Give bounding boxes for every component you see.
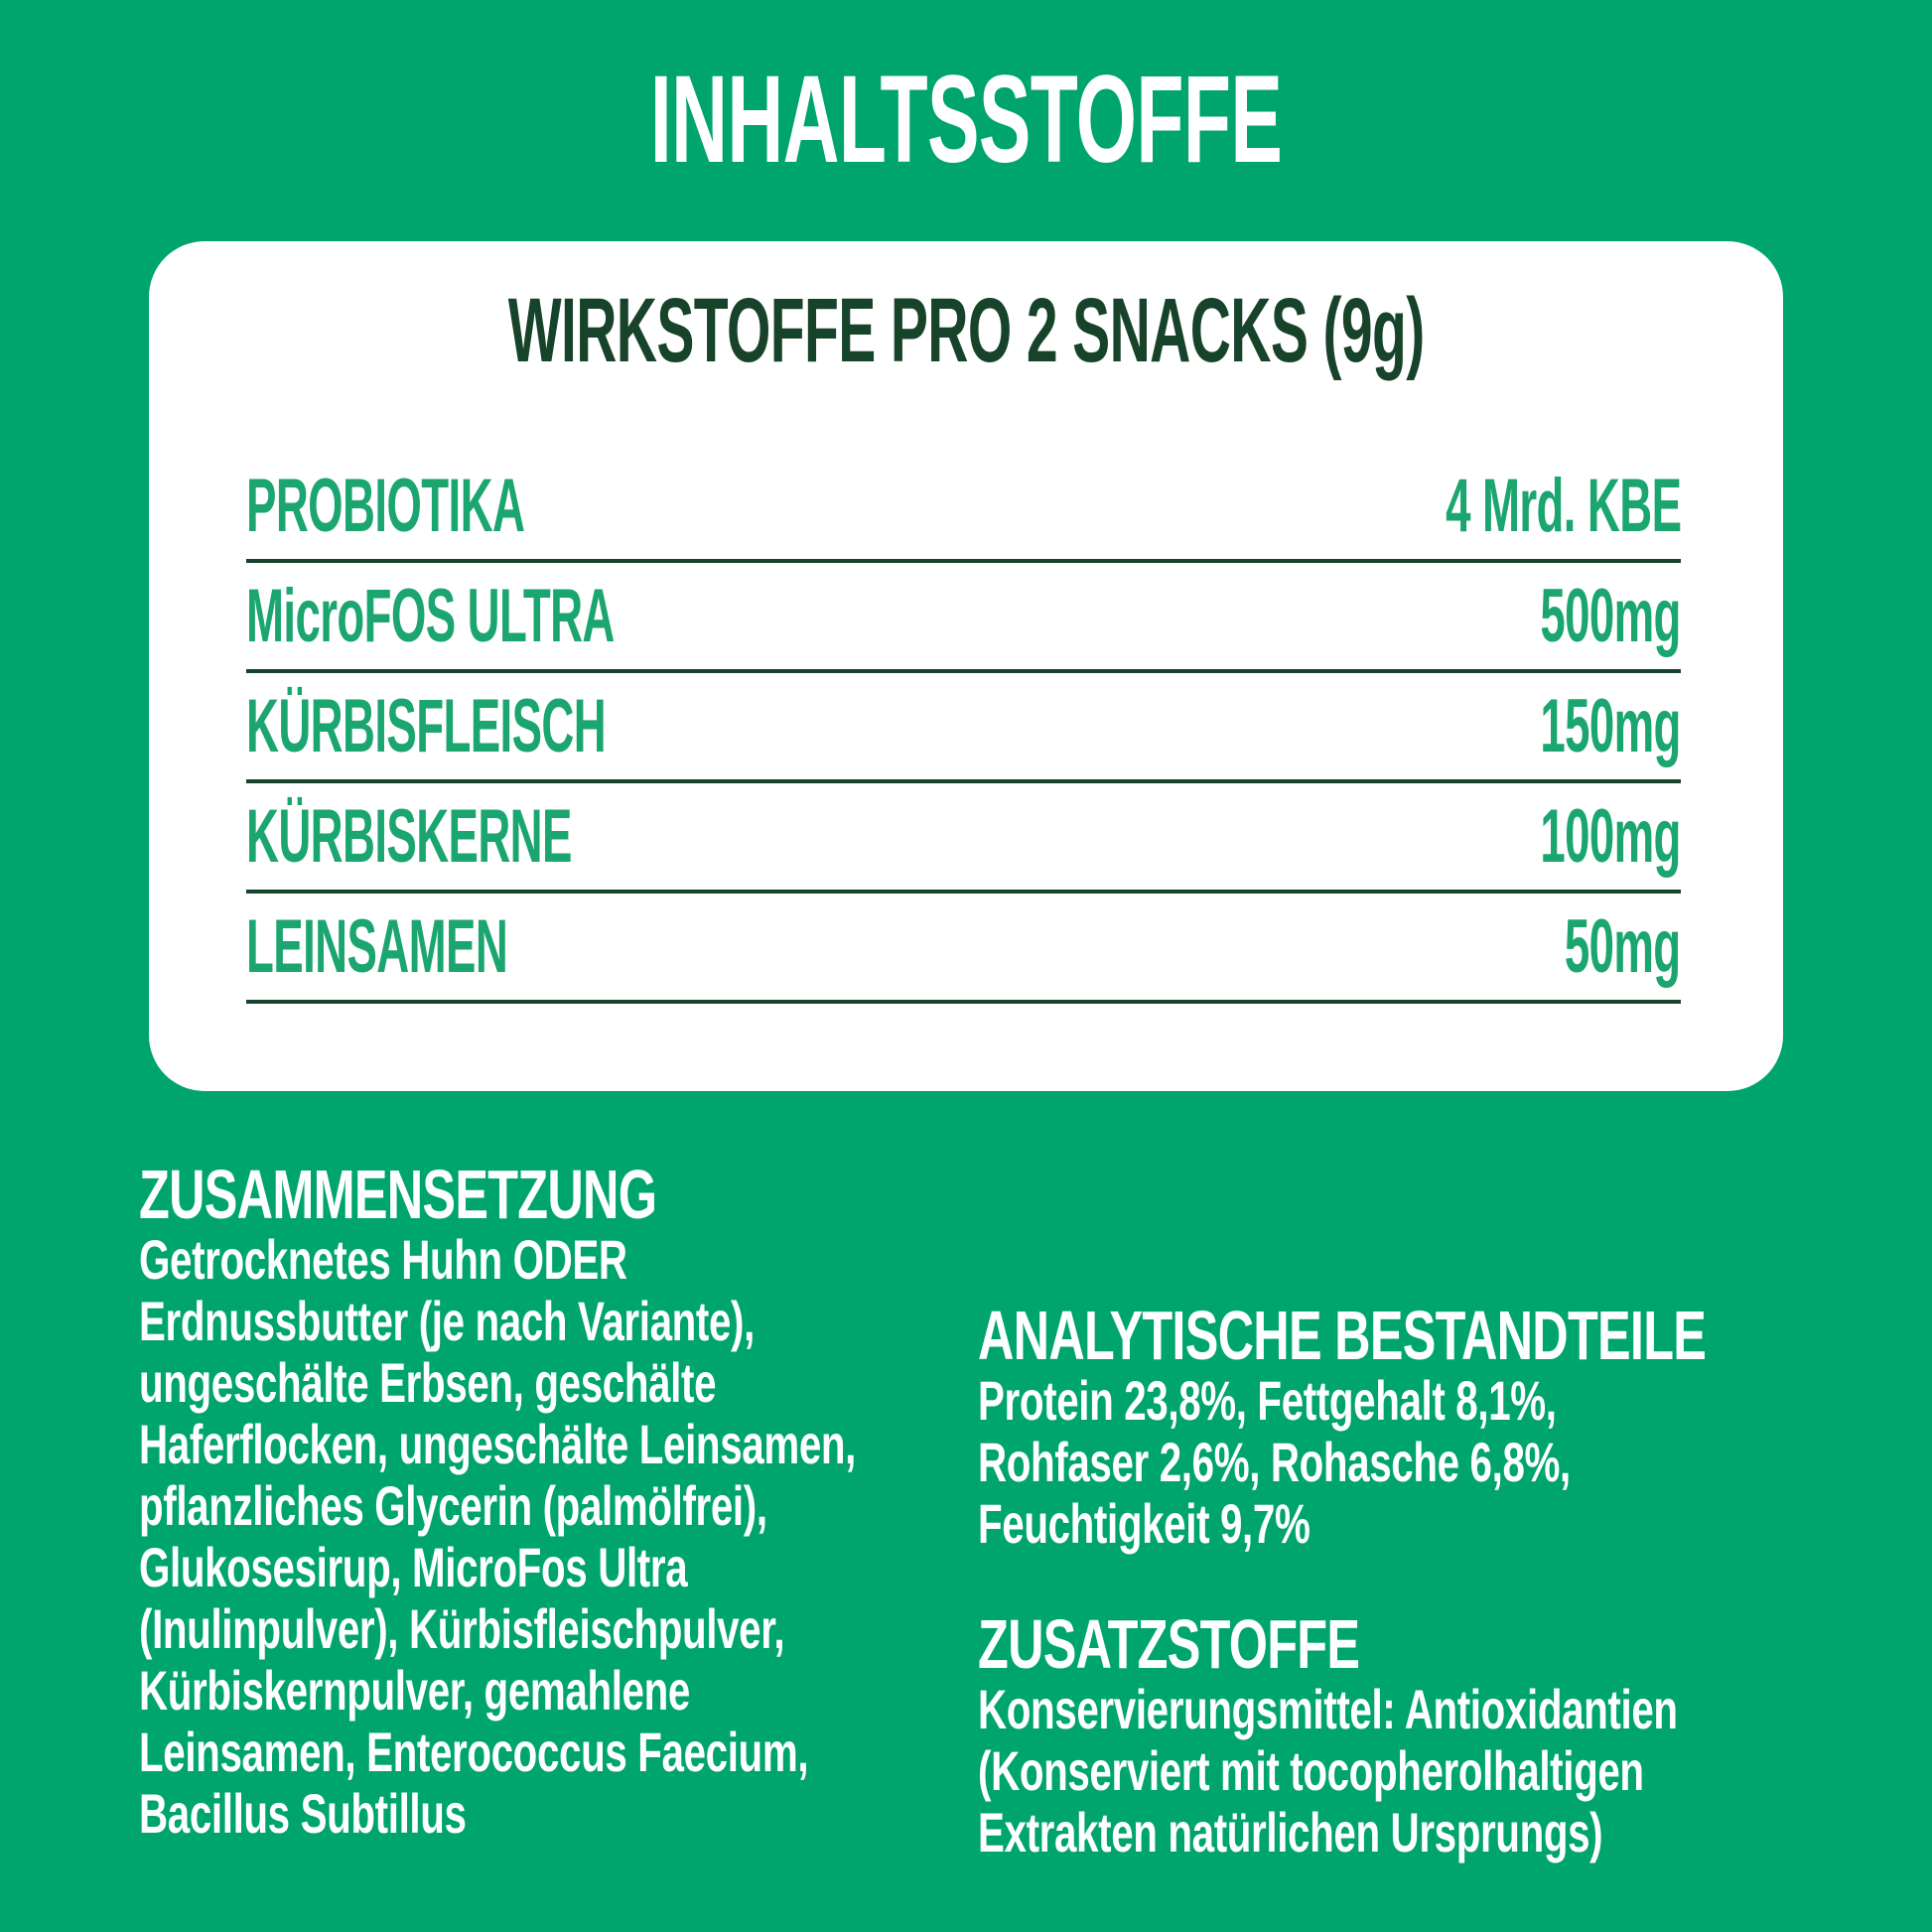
row-value-text: 50mg [1565,903,1681,989]
row-label-text: LEINSAMEN [246,903,508,989]
composition-heading-text: ZUSAMMENSETZUNG [139,1156,657,1233]
actives-table: PROBIOTIKA 4 Mrd. KBE MicroFOS ULTRA 500… [246,453,1682,1004]
row-label-text: KÜRBISKERNE [246,793,572,879]
composition-body-text: Getrocknetes Huhn ODER Erdnussbutter (je… [139,1228,857,1845]
row-label: KÜRBISFLEISCH [246,683,845,768]
table-row: MicroFOS ULTRA 500mg [246,563,1682,673]
row-label-text: PROBIOTIKA [246,463,525,548]
additives-heading-text: ZUSATZSTOFFE [978,1605,1360,1683]
analytical-heading-text: ANALYTISCHE BESTANDTEILE [978,1297,1707,1374]
row-value-text: 500mg [1540,573,1682,658]
row-value: 50mg [1487,903,1681,989]
row-value-text: 150mg [1540,683,1682,768]
row-label-text: MicroFOS ULTRA [246,573,615,658]
table-row: LEINSAMEN 50mg [246,894,1682,1004]
row-label: PROBIOTIKA [246,463,710,548]
card-title: WIRKSTOFFE PRO 2 SNACKS (9g) [149,285,1783,376]
additives-body-text: Konservierungsmittel: Antioxidantien (Ko… [978,1678,1678,1863]
analytical-heading: ANALYTISCHE BESTANDTEILE [978,1301,1802,1370]
table-row: KÜRBISKERNE 100mg [246,783,1682,894]
additives-block: ZUSATZSTOFFE Konservierungsmittel: Antio… [978,1609,1802,1863]
row-value-text: 4 Mrd. KBE [1445,463,1682,548]
additives-heading: ZUSATZSTOFFE [978,1609,1802,1679]
card-title-text: WIRKSTOFFE PRO 2 SNACKS (9g) [507,280,1425,381]
table-row: PROBIOTIKA 4 Mrd. KBE [246,453,1682,563]
row-label: LEINSAMEN [246,903,682,989]
composition-heading: ZUSAMMENSETZUNG [139,1160,953,1229]
row-value: 4 Mrd. KBE [1289,463,1682,548]
composition-block: ZUSAMMENSETZUNG Getrocknetes Huhn ODER E… [139,1160,953,1845]
additives-body: Konservierungsmittel: Antioxidantien (Ko… [978,1679,1802,1863]
row-label: KÜRBISKERNE [246,793,788,879]
row-value: 500mg [1447,573,1682,658]
row-value: 100mg [1447,793,1682,879]
row-value: 150mg [1447,683,1682,768]
row-label-text: KÜRBISFLEISCH [246,683,607,768]
actives-card: WIRKSTOFFE PRO 2 SNACKS (9g) PROBIOTIKA … [149,241,1783,1091]
row-label: MicroFOS ULTRA [246,573,860,658]
page-title: INHALTSSTOFFE [0,58,1932,182]
analytical-block: ANALYTISCHE BESTANDTEILE Protein 23,8%, … [978,1301,1802,1555]
analysis-section: ANALYTISCHE BESTANDTEILE Protein 23,8%, … [978,1301,1802,1863]
analytical-body: Protein 23,8%, Fettgehalt 8,1%, Rohfaser… [978,1370,1802,1555]
analytical-body-text: Protein 23,8%, Fettgehalt 8,1%, Rohfaser… [978,1369,1571,1555]
composition-section: ZUSAMMENSETZUNG Getrocknetes Huhn ODER E… [139,1160,953,1845]
row-value-text: 100mg [1540,793,1682,879]
table-row: KÜRBISFLEISCH 150mg [246,673,1682,783]
composition-body: Getrocknetes Huhn ODER Erdnussbutter (je… [139,1229,953,1845]
page-title-text: INHALTSSTOFFE [649,51,1283,189]
